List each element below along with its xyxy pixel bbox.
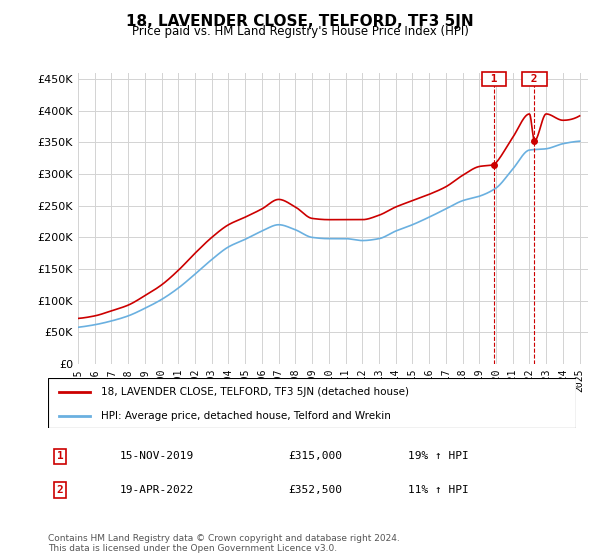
Text: 18, LAVENDER CLOSE, TELFORD, TF3 5JN: 18, LAVENDER CLOSE, TELFORD, TF3 5JN	[126, 14, 474, 29]
Text: 1: 1	[56, 451, 64, 461]
Text: 2: 2	[56, 485, 64, 495]
FancyBboxPatch shape	[48, 378, 576, 428]
Text: £315,000: £315,000	[288, 451, 342, 461]
Text: £352,500: £352,500	[288, 485, 342, 495]
Text: Price paid vs. HM Land Registry's House Price Index (HPI): Price paid vs. HM Land Registry's House …	[131, 25, 469, 38]
Text: HPI: Average price, detached house, Telford and Wrekin: HPI: Average price, detached house, Telf…	[101, 411, 391, 421]
Text: 1: 1	[484, 74, 504, 84]
Text: 15-NOV-2019: 15-NOV-2019	[120, 451, 194, 461]
Text: 19% ↑ HPI: 19% ↑ HPI	[408, 451, 469, 461]
Text: 19-APR-2022: 19-APR-2022	[120, 485, 194, 495]
Text: Contains HM Land Registry data © Crown copyright and database right 2024.
This d: Contains HM Land Registry data © Crown c…	[48, 534, 400, 553]
Text: 18, LAVENDER CLOSE, TELFORD, TF3 5JN (detached house): 18, LAVENDER CLOSE, TELFORD, TF3 5JN (de…	[101, 387, 409, 397]
Text: 2: 2	[524, 74, 545, 84]
Text: 11% ↑ HPI: 11% ↑ HPI	[408, 485, 469, 495]
